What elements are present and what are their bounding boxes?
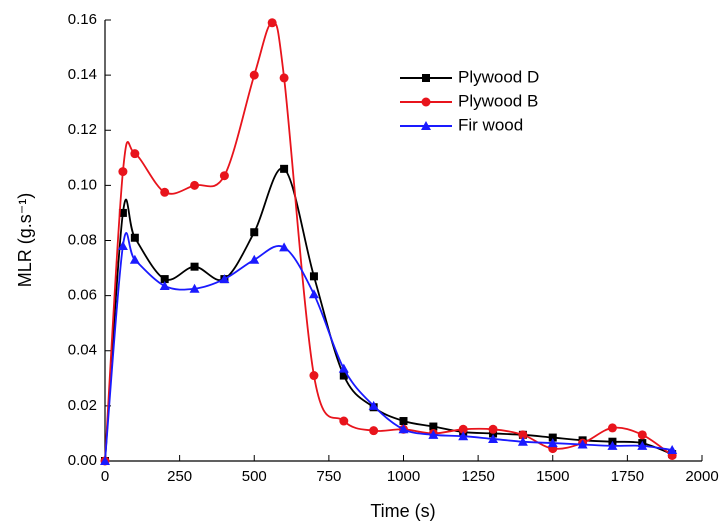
data-point: [369, 426, 379, 436]
data-point: [577, 439, 588, 449]
y-tick-label: 0.00: [68, 452, 97, 469]
y-tick-label: 0.08: [68, 231, 97, 248]
data-point: [160, 275, 169, 284]
data-point: [548, 433, 557, 442]
data-point: [219, 171, 229, 181]
data-point: [189, 283, 200, 293]
data-point: [428, 429, 439, 439]
data-point: [129, 254, 140, 264]
data-point: [130, 233, 139, 242]
x-tick-label: 0: [101, 468, 109, 485]
data-point: [398, 424, 409, 434]
data-point: [118, 208, 127, 217]
data-point: [159, 280, 170, 290]
data-point: [637, 440, 648, 450]
y-tick-label: 0.12: [68, 121, 97, 138]
data-point: [160, 187, 170, 197]
y-tick-label: 0.06: [68, 287, 97, 304]
data-point: [249, 70, 259, 80]
x-tick-label: 1500: [536, 468, 569, 485]
x-tick-label: 1250: [461, 468, 494, 485]
data-point: [338, 363, 349, 373]
data-point: [399, 417, 408, 426]
data-point: [190, 262, 199, 271]
legend-marker: [421, 121, 431, 130]
data-point: [368, 400, 379, 410]
data-point: [518, 430, 528, 440]
data-point: [190, 180, 200, 190]
data-point: [280, 164, 289, 173]
legend-marker: [422, 74, 430, 82]
data-point: [279, 73, 289, 83]
y-tick-label: 0.10: [68, 176, 97, 193]
data-point: [309, 272, 318, 281]
x-tick-label: 750: [316, 468, 341, 485]
data-point: [250, 228, 259, 237]
data-point: [219, 274, 230, 284]
data-point: [279, 242, 290, 252]
data-point: [488, 433, 499, 443]
data-point: [267, 18, 277, 28]
y-axis-label: MLR (g.s⁻¹): [15, 193, 35, 288]
data-point: [607, 440, 618, 450]
data-point: [100, 456, 110, 465]
x-tick-label: 1750: [611, 468, 644, 485]
data-point: [667, 444, 678, 454]
data-point: [429, 422, 438, 431]
y-tick-label: 0.14: [68, 66, 97, 83]
y-tick-label: 0.02: [68, 397, 97, 414]
data-point: [130, 149, 140, 159]
y-tick-label: 0.16: [68, 11, 97, 28]
series-line: [104, 21, 673, 462]
x-axis-label: Time (s): [370, 501, 435, 521]
legend-label: Fir wood: [458, 115, 523, 134]
data-point: [249, 254, 260, 264]
data-point: [308, 289, 319, 299]
legend-label: Plywood B: [458, 91, 538, 110]
x-tick-label: 250: [167, 468, 192, 485]
data-point: [547, 438, 558, 448]
series-line: [104, 167, 673, 462]
series-line: [104, 232, 673, 462]
data-point: [339, 416, 349, 426]
legend-marker: [421, 97, 431, 107]
data-point: [339, 371, 348, 380]
x-tick-label: 2000: [685, 468, 718, 485]
data-point: [517, 436, 528, 446]
data-point: [607, 423, 617, 433]
legend-label: Plywood D: [458, 67, 539, 86]
data-point: [637, 430, 647, 440]
x-tick-label: 500: [242, 468, 267, 485]
data-point: [117, 241, 128, 251]
data-point: [458, 424, 468, 434]
x-tick-label: 1000: [387, 468, 420, 485]
data-point: [309, 371, 319, 381]
data-point: [118, 167, 128, 177]
data-point: [458, 431, 469, 441]
y-tick-label: 0.04: [68, 342, 97, 359]
data-point: [488, 424, 498, 434]
